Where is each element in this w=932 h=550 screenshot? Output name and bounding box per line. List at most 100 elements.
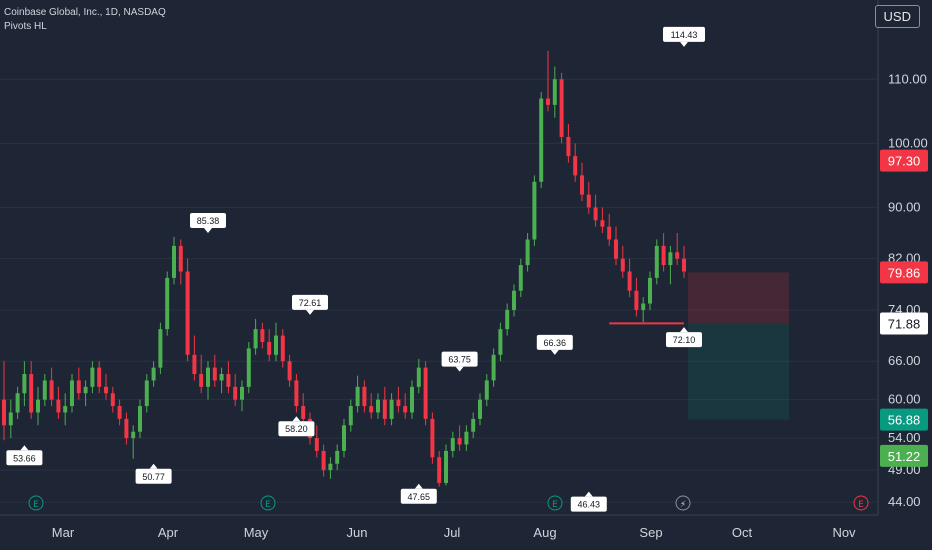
candle-body (614, 239, 618, 259)
price-tag[interactable] (880, 149, 928, 172)
candle-body (335, 450, 340, 464)
candle-body (144, 380, 149, 407)
pivot-label: 50.77 (142, 472, 165, 482)
dividend-event-icon[interactable] (675, 495, 691, 511)
candle-body (559, 79, 564, 137)
candle-body (172, 245, 176, 278)
candle-body (620, 258, 625, 272)
candle-body (403, 406, 408, 413)
candle-body (627, 271, 632, 291)
price-tag[interactable] (880, 312, 928, 335)
indicator-name: Pivots HL (4, 21, 47, 32)
candle-body (464, 431, 469, 445)
candle-body (2, 399, 6, 426)
candle-body (36, 399, 40, 413)
candle-body (219, 374, 224, 381)
candle-body (178, 245, 183, 272)
candle-body (450, 438, 455, 451)
candle-body (682, 258, 686, 272)
earnings-event-icon[interactable] (28, 495, 44, 511)
pivot-label-pointer (414, 483, 423, 489)
time-tick-label: Aug (533, 525, 556, 540)
candle-body (138, 406, 142, 432)
candle-body (110, 393, 115, 407)
price-tag[interactable] (880, 444, 928, 467)
candle-body (654, 245, 659, 278)
earnings-event-icon[interactable] (260, 495, 276, 511)
candle-body (70, 380, 74, 407)
event-marker-label: ⚡ (680, 500, 686, 510)
candle-body (185, 271, 190, 355)
earnings-event-icon[interactable] (547, 495, 563, 511)
candle-body (240, 386, 244, 400)
price-tag[interactable] (880, 261, 928, 284)
candle-body (29, 374, 34, 413)
time-tick-label: Nov (832, 525, 856, 540)
pivot-label-pointer (20, 445, 29, 451)
candle-body (104, 386, 108, 394)
candle-body (287, 361, 292, 381)
candle-body (457, 438, 462, 445)
candle-body (206, 367, 210, 387)
pivot-label: 85.38 (197, 216, 220, 226)
time-tick-label: Mar (52, 525, 75, 540)
pivot-label-pointer (550, 349, 559, 355)
pivot-label: 114.43 (671, 30, 698, 40)
candle-body (124, 418, 129, 439)
pivot-label-box (292, 294, 328, 310)
pivot-label-pointer (204, 228, 212, 234)
pivot-label-box (190, 213, 226, 229)
candle-body (573, 156, 578, 176)
time-tick-label: Jul (444, 525, 461, 540)
candle-body (525, 239, 530, 266)
candle-body (532, 181, 537, 240)
candle-body (15, 393, 20, 413)
candle-body (566, 136, 571, 157)
candle-body (546, 98, 550, 105)
candle-body (478, 399, 482, 419)
pivot-label-box (536, 334, 573, 350)
candle-body (410, 386, 414, 413)
candle-body (90, 367, 95, 387)
earnings-event-icon[interactable] (853, 495, 869, 511)
pivot-label-box (441, 351, 478, 367)
candle-body (321, 450, 326, 471)
candle-body (8, 412, 13, 426)
candle-body (471, 418, 476, 432)
pivot-label-pointer (306, 309, 314, 315)
candle-body (444, 450, 448, 483)
candle-body (253, 329, 258, 349)
pivot-label-box (666, 332, 702, 348)
price-tick-label: 54.00 (888, 430, 921, 445)
currency-button[interactable]: USD (874, 5, 920, 28)
stop-loss-zone[interactable] (688, 272, 789, 324)
price-tick-label: 44.00 (888, 494, 921, 509)
candle-body (369, 406, 374, 413)
price-tick-label: 110.00 (888, 71, 927, 86)
candle-body (505, 309, 510, 330)
price-tick-label: 60.00 (888, 392, 921, 407)
pivot-label: 47.65 (408, 492, 431, 502)
pivot-label-box (278, 421, 315, 437)
candle-body (342, 425, 346, 451)
candle-body (76, 380, 81, 394)
take-profit-zone[interactable] (688, 323, 789, 420)
candle-body (280, 335, 285, 362)
pivot-label-pointer (680, 41, 688, 47)
candle-body (362, 386, 367, 407)
event-marker-label: E (858, 500, 864, 510)
candle-body (498, 329, 503, 355)
candle-body (199, 374, 204, 387)
pivot-label-pointer (455, 366, 464, 372)
price-tag[interactable] (880, 408, 928, 431)
candle-body (274, 335, 278, 355)
pivot-label: 63.75 (448, 355, 471, 365)
candle-body (260, 329, 265, 342)
candle-body (56, 399, 61, 413)
pivot-label: 53.66 (13, 453, 36, 463)
candle-body (165, 277, 170, 330)
time-tick-label: Jun (347, 525, 368, 540)
candle-body (491, 354, 496, 381)
pivot-label: 66.36 (544, 338, 567, 348)
